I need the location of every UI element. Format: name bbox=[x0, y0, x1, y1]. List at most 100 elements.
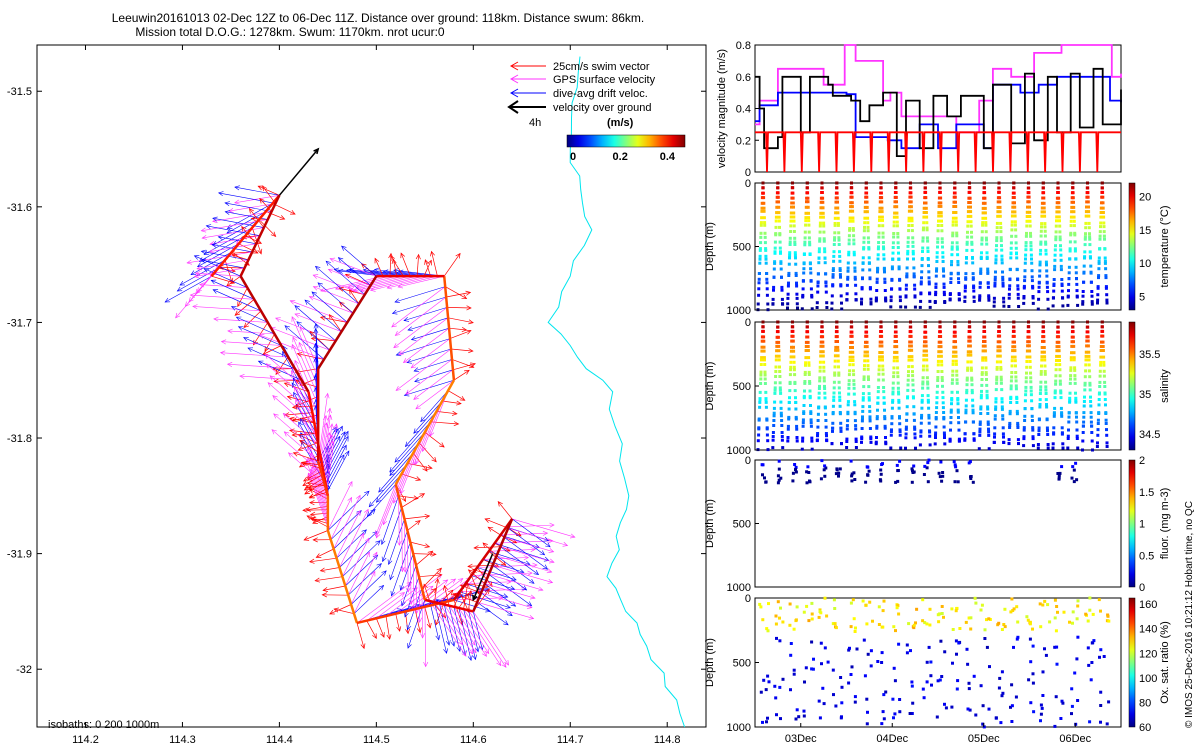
data-point bbox=[838, 467, 842, 471]
data-point bbox=[853, 419, 857, 423]
data-point bbox=[1051, 304, 1055, 308]
data-point bbox=[896, 235, 900, 239]
data-point bbox=[803, 230, 807, 234]
data-point bbox=[970, 248, 974, 252]
data-point bbox=[924, 201, 928, 205]
data-point bbox=[801, 421, 805, 425]
gps-vector bbox=[226, 362, 295, 369]
data-point bbox=[1037, 426, 1041, 430]
data-point bbox=[969, 353, 973, 357]
data-point bbox=[1097, 392, 1101, 396]
data-point bbox=[765, 293, 769, 297]
data-point bbox=[1016, 284, 1020, 288]
gps-vector bbox=[375, 473, 402, 539]
data-point bbox=[848, 227, 852, 230]
data-point bbox=[879, 468, 883, 472]
data-point bbox=[881, 368, 885, 372]
data-point bbox=[936, 359, 940, 363]
data-point bbox=[779, 400, 783, 404]
gps-vector bbox=[342, 532, 365, 577]
data-point bbox=[921, 386, 925, 390]
data-point bbox=[786, 306, 789, 310]
data-point bbox=[1012, 645, 1015, 649]
data-point bbox=[933, 301, 937, 304]
data-point bbox=[912, 272, 916, 276]
panel-ytick-label: 500 bbox=[733, 242, 751, 254]
data-point bbox=[794, 271, 798, 275]
colorbar-tick-label: 10 bbox=[1139, 258, 1151, 270]
data-point bbox=[927, 276, 931, 280]
data-point bbox=[1059, 248, 1063, 252]
data-point bbox=[1023, 414, 1027, 418]
data-point bbox=[904, 427, 908, 431]
data-point bbox=[937, 620, 941, 624]
data-point bbox=[1067, 289, 1070, 293]
data-point bbox=[955, 247, 959, 251]
data-point bbox=[993, 281, 997, 285]
data-point bbox=[775, 211, 779, 215]
data-point bbox=[808, 381, 812, 385]
data-point bbox=[922, 221, 926, 225]
legend-gps-line bbox=[509, 74, 546, 84]
data-point bbox=[1083, 237, 1087, 241]
data-point bbox=[1041, 320, 1045, 324]
data-point bbox=[807, 211, 810, 215]
data-point bbox=[1039, 703, 1043, 707]
data-point bbox=[937, 340, 941, 344]
data-point bbox=[1041, 325, 1045, 329]
data-point bbox=[1044, 385, 1048, 389]
data-point bbox=[1081, 448, 1084, 452]
data-point bbox=[847, 382, 851, 386]
data-point bbox=[920, 270, 924, 274]
data-point bbox=[818, 239, 822, 243]
data-point bbox=[1008, 423, 1012, 427]
data-point bbox=[808, 240, 812, 244]
data-point bbox=[913, 295, 917, 299]
data-point bbox=[1098, 385, 1102, 388]
data-point bbox=[944, 706, 948, 710]
data-point bbox=[1070, 687, 1074, 691]
data-point bbox=[880, 210, 884, 214]
data-point bbox=[980, 389, 983, 393]
data-point bbox=[807, 219, 811, 223]
data-point bbox=[892, 355, 896, 359]
data-point bbox=[794, 407, 798, 411]
data-point bbox=[881, 235, 885, 239]
data-point bbox=[1023, 269, 1027, 273]
data-point bbox=[1086, 186, 1090, 190]
data-point bbox=[927, 413, 931, 417]
data-point bbox=[876, 257, 880, 261]
drift-vector bbox=[325, 454, 345, 490]
data-point bbox=[1072, 344, 1076, 348]
data-point bbox=[761, 320, 765, 324]
data-point bbox=[909, 186, 913, 190]
data-point bbox=[980, 371, 984, 375]
data-point bbox=[955, 245, 959, 249]
data-point bbox=[896, 469, 900, 472]
data-point bbox=[1054, 629, 1058, 633]
swim-vector bbox=[445, 286, 468, 299]
data-point bbox=[1071, 181, 1075, 185]
gps-vector bbox=[395, 585, 434, 614]
data-point bbox=[878, 478, 882, 482]
data-point bbox=[810, 293, 814, 297]
drift-vector bbox=[230, 306, 268, 323]
data-point bbox=[1071, 186, 1075, 190]
data-point bbox=[891, 400, 895, 404]
data-point bbox=[877, 235, 881, 239]
data-point bbox=[787, 262, 791, 266]
data-point bbox=[1085, 200, 1089, 204]
drift-vector bbox=[443, 604, 456, 647]
drift-vector bbox=[205, 224, 261, 236]
data-point bbox=[1036, 443, 1040, 446]
data-point bbox=[838, 391, 841, 395]
data-point bbox=[863, 354, 867, 358]
data-point bbox=[939, 345, 943, 349]
data-point bbox=[920, 264, 924, 268]
data-point bbox=[941, 406, 945, 410]
data-point bbox=[832, 395, 836, 399]
data-point bbox=[763, 373, 767, 377]
gps-vector bbox=[327, 268, 371, 286]
data-point bbox=[834, 348, 838, 352]
